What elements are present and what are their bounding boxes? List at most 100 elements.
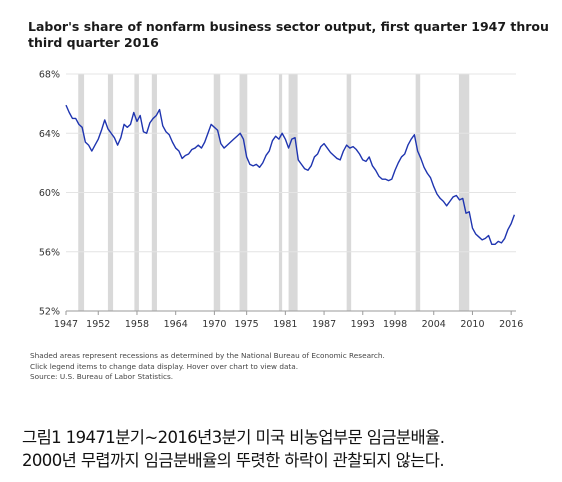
data-point[interactable] xyxy=(280,131,284,135)
data-point[interactable] xyxy=(99,128,103,132)
data-point[interactable] xyxy=(435,192,439,196)
data-point[interactable] xyxy=(377,174,381,178)
data-point[interactable] xyxy=(438,196,442,200)
data-point[interactable] xyxy=(212,125,216,129)
data-point[interactable] xyxy=(148,121,152,125)
data-point[interactable] xyxy=(273,134,277,138)
data-point[interactable] xyxy=(241,137,245,141)
data-point[interactable] xyxy=(393,168,397,172)
data-point[interactable] xyxy=(264,153,268,157)
data-point[interactable] xyxy=(477,235,481,239)
data-point[interactable] xyxy=(367,155,371,159)
data-point[interactable] xyxy=(344,143,348,147)
data-point[interactable] xyxy=(341,149,345,153)
data-point[interactable] xyxy=(112,135,116,139)
data-point[interactable] xyxy=(422,165,426,169)
data-point[interactable] xyxy=(238,131,242,135)
data-point[interactable] xyxy=(322,141,326,145)
data-point[interactable] xyxy=(83,140,87,144)
data-point[interactable] xyxy=(135,119,139,123)
data-point[interactable] xyxy=(93,143,97,147)
data-point[interactable] xyxy=(106,127,110,131)
data-point[interactable] xyxy=(406,143,410,147)
series-line-labor-share[interactable] xyxy=(65,104,516,246)
data-point[interactable] xyxy=(257,165,261,169)
data-point[interactable] xyxy=(244,155,248,159)
data-point[interactable] xyxy=(299,162,303,166)
data-point[interactable] xyxy=(64,103,68,107)
data-point[interactable] xyxy=(115,143,119,147)
data-point[interactable] xyxy=(228,140,232,144)
data-point[interactable] xyxy=(225,143,229,147)
data-point[interactable] xyxy=(277,137,281,141)
data-point[interactable] xyxy=(419,156,423,160)
data-point[interactable] xyxy=(125,125,129,129)
data-point[interactable] xyxy=(432,184,436,188)
data-point[interactable] xyxy=(151,116,155,120)
data-point[interactable] xyxy=(312,155,316,159)
data-point[interactable] xyxy=(170,140,174,144)
data-point[interactable] xyxy=(293,135,297,139)
data-point[interactable] xyxy=(138,113,142,117)
data-point[interactable] xyxy=(390,177,394,181)
data-point[interactable] xyxy=(357,152,361,156)
data-point[interactable] xyxy=(157,107,161,111)
data-point[interactable] xyxy=(493,242,497,246)
data-point[interactable] xyxy=(180,156,184,160)
data-point[interactable] xyxy=(80,125,84,129)
data-point[interactable] xyxy=(132,110,136,114)
data-point[interactable] xyxy=(467,210,471,214)
data-point[interactable] xyxy=(196,143,200,147)
data-point[interactable] xyxy=(354,147,358,151)
data-point[interactable] xyxy=(425,171,429,175)
data-point[interactable] xyxy=(499,241,503,245)
data-point[interactable] xyxy=(428,175,432,179)
data-point[interactable] xyxy=(461,196,465,200)
data-point[interactable] xyxy=(219,141,223,145)
data-point[interactable] xyxy=(444,204,448,208)
data-point[interactable] xyxy=(235,134,239,138)
data-point[interactable] xyxy=(144,131,148,135)
data-point[interactable] xyxy=(186,152,190,156)
data-point[interactable] xyxy=(473,232,477,236)
data-point[interactable] xyxy=(319,144,323,148)
data-point[interactable] xyxy=(441,199,445,203)
data-point[interactable] xyxy=(399,155,403,159)
data-point[interactable] xyxy=(370,164,374,168)
data-point[interactable] xyxy=(351,144,355,148)
data-point[interactable] xyxy=(415,149,419,153)
data-point[interactable] xyxy=(209,122,213,126)
data-point[interactable] xyxy=(486,233,490,237)
data-point[interactable] xyxy=(254,162,258,166)
data-point[interactable] xyxy=(77,122,81,126)
data-point[interactable] xyxy=(454,193,458,197)
data-point[interactable] xyxy=(509,221,513,225)
data-point[interactable] xyxy=(73,116,77,120)
data-point[interactable] xyxy=(325,146,329,150)
data-point[interactable] xyxy=(177,149,181,153)
data-point[interactable] xyxy=(364,159,368,163)
data-point[interactable] xyxy=(215,128,219,132)
data-point[interactable] xyxy=(286,146,290,150)
data-point[interactable] xyxy=(199,146,203,150)
data-point[interactable] xyxy=(506,227,510,231)
data-point[interactable] xyxy=(86,143,90,147)
data-point[interactable] xyxy=(128,122,132,126)
data-point[interactable] xyxy=(338,158,342,162)
series-layer[interactable] xyxy=(64,103,517,247)
data-point[interactable] xyxy=(193,146,197,150)
data-point[interactable] xyxy=(373,168,377,172)
data-point[interactable] xyxy=(409,137,413,141)
data-point[interactable] xyxy=(90,149,94,153)
data-point[interactable] xyxy=(396,161,400,165)
data-point[interactable] xyxy=(267,149,271,153)
data-point[interactable] xyxy=(67,110,71,114)
data-point[interactable] xyxy=(109,131,113,135)
data-point[interactable] xyxy=(206,131,210,135)
data-point[interactable] xyxy=(503,236,507,240)
data-point[interactable] xyxy=(315,152,319,156)
data-point[interactable] xyxy=(309,164,313,168)
data-point[interactable] xyxy=(232,137,236,141)
data-point[interactable] xyxy=(332,153,336,157)
data-point[interactable] xyxy=(167,133,171,137)
